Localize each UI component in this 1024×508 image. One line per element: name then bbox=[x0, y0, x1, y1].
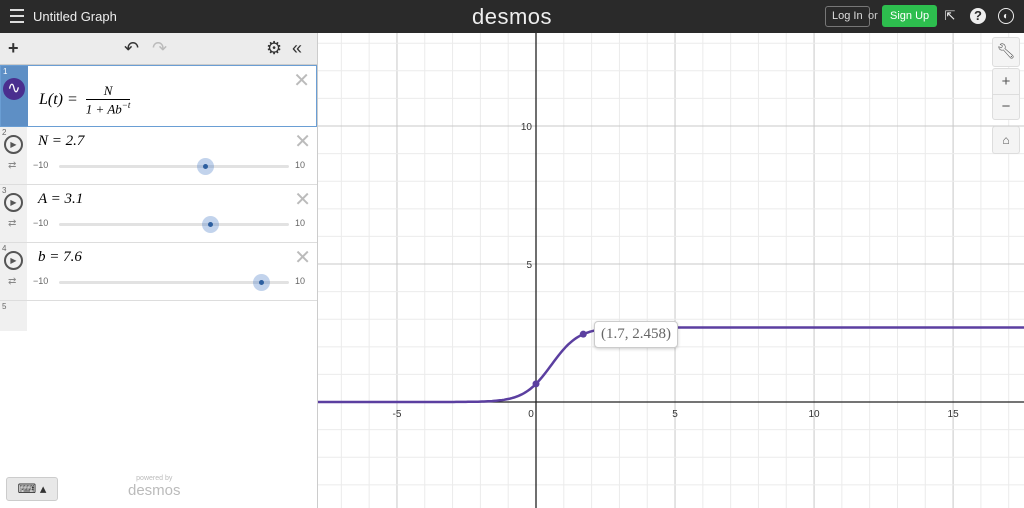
zoom-out-button[interactable]: − bbox=[1001, 98, 1011, 115]
play-icon[interactable]: ▶ bbox=[4, 193, 23, 212]
expression-5[interactable]: 5 bbox=[0, 301, 317, 331]
slider-handle[interactable] bbox=[197, 158, 215, 175]
expression-panel: + ↶ ↷ ⚙ « 1 ∿ L(t) = N 1 + Ab−t ✕ 2 ▶ ⇄ N… bbox=[0, 33, 318, 508]
expression-index: 1 bbox=[3, 67, 8, 76]
powered-by-desmos: powered by desmos bbox=[128, 475, 181, 499]
slider-label[interactable]: b = 7.6 bbox=[38, 249, 82, 265]
expression-gutter: 4 ▶ ⇄ bbox=[0, 243, 27, 300]
slider-min[interactable]: −10 bbox=[33, 276, 49, 286]
slider-handle[interactable] bbox=[201, 216, 219, 233]
globe-icon[interactable]: ◐ bbox=[998, 8, 1014, 24]
lhs: L(t) = bbox=[39, 90, 78, 108]
loop-icon[interactable]: ⇄ bbox=[8, 218, 17, 229]
wrench-icon[interactable]: 🔧︎ bbox=[992, 37, 1020, 67]
home-icon[interactable]: ⌂ bbox=[992, 126, 1020, 154]
signup-button[interactable]: Sign Up bbox=[882, 5, 938, 27]
x-tick-label: 10 bbox=[809, 409, 821, 420]
point-label[interactable]: (1.7, 2.458) bbox=[594, 321, 678, 348]
expression-index: 2 bbox=[2, 128, 7, 137]
expression-1[interactable]: 1 ∿ L(t) = N 1 + Ab−t ✕ bbox=[0, 65, 317, 127]
x-tick-label: 0 bbox=[528, 409, 534, 420]
slider-handle[interactable] bbox=[253, 274, 271, 291]
delete-expression-icon[interactable]: ✕ bbox=[294, 131, 311, 153]
top-bar: Untitled Graph desmos Log In or Sign Up … bbox=[0, 0, 1024, 33]
slider-min[interactable]: −10 bbox=[33, 160, 49, 170]
share-icon[interactable]: ⇱ bbox=[944, 8, 956, 23]
slider-expression-4[interactable]: 4 ▶ ⇄ b = 7.6 ✕ −10 10 bbox=[0, 243, 317, 301]
play-icon[interactable]: ▶ bbox=[4, 251, 23, 270]
or-label: or bbox=[868, 10, 878, 22]
expression-gutter: 3 ▶ ⇄ bbox=[0, 185, 27, 242]
slider-track[interactable] bbox=[59, 274, 289, 291]
slider-expression-3[interactable]: 3 ▶ ⇄ A = 3.1 ✕ −10 10 bbox=[0, 185, 317, 243]
help-icon[interactable]: ? bbox=[970, 8, 986, 24]
delete-expression-icon[interactable]: ✕ bbox=[294, 189, 311, 211]
expression-index: 3 bbox=[2, 186, 7, 195]
slider-min[interactable]: −10 bbox=[33, 218, 49, 228]
expression-latex[interactable]: L(t) = N 1 + Ab−t bbox=[39, 83, 131, 117]
slider-label[interactable]: A = 3.1 bbox=[38, 191, 84, 207]
zoom-controls: + − bbox=[992, 68, 1020, 120]
exponent: −t bbox=[121, 100, 131, 110]
play-icon[interactable]: ▶ bbox=[4, 135, 23, 154]
labeled-point bbox=[579, 330, 587, 338]
x-tick-label: -5 bbox=[393, 409, 402, 420]
slider-expression-2[interactable]: 2 ▶ ⇄ N = 2.7 ✕ −10 10 bbox=[0, 127, 317, 185]
denominator: 1 + Ab bbox=[85, 101, 122, 117]
graph-title[interactable]: Untitled Graph bbox=[33, 9, 117, 24]
x-tick-label: 15 bbox=[948, 409, 960, 420]
keyboard-toggle-button[interactable]: ⌨ ▴ bbox=[6, 477, 58, 501]
delete-expression-icon[interactable]: ✕ bbox=[294, 247, 311, 269]
slider-max[interactable]: 10 bbox=[294, 218, 305, 228]
curve-point bbox=[532, 380, 540, 388]
powered-by-logo: desmos bbox=[128, 482, 181, 499]
powered-by-label: powered by bbox=[136, 475, 173, 482]
delete-expression-icon[interactable]: ✕ bbox=[293, 70, 310, 92]
zoom-in-button[interactable]: + bbox=[993, 69, 1019, 95]
slider-track[interactable] bbox=[59, 158, 289, 175]
x-tick-label: 5 bbox=[672, 409, 678, 420]
slider-max[interactable]: 10 bbox=[294, 160, 305, 170]
desmos-logo: desmos bbox=[472, 4, 553, 29]
numerator: N bbox=[85, 83, 131, 100]
add-expression-button[interactable]: + bbox=[8, 38, 19, 58]
expression-index: 4 bbox=[2, 244, 7, 253]
expression-gutter: 5 bbox=[0, 301, 27, 331]
menu-icon[interactable] bbox=[10, 9, 24, 23]
collapse-panel-button[interactable]: « bbox=[292, 38, 303, 58]
loop-icon[interactable]: ⇄ bbox=[8, 276, 17, 287]
slider-max[interactable]: 10 bbox=[294, 276, 305, 286]
undo-button[interactable]: ↶ bbox=[124, 38, 140, 58]
slider-label[interactable]: N = 2.7 bbox=[38, 133, 85, 149]
redo-button[interactable]: ↷ bbox=[152, 38, 168, 58]
settings-button[interactable]: ⚙ bbox=[266, 38, 283, 58]
expression-toolbar: + ↶ ↷ ⚙ « bbox=[0, 33, 317, 65]
expression-gutter: 1 ∿ bbox=[1, 66, 28, 126]
y-tick-label: 10 bbox=[521, 122, 533, 133]
y-tick-label: 5 bbox=[526, 260, 532, 271]
login-button[interactable]: Log In bbox=[825, 6, 870, 27]
expression-index: 5 bbox=[2, 302, 7, 311]
expression-gutter: 2 ▶ ⇄ bbox=[0, 127, 27, 184]
curve-color-icon[interactable]: ∿ bbox=[3, 78, 25, 100]
graph-canvas[interactable]: -5 0 5 10 15 5 10 bbox=[318, 33, 1024, 508]
slider-track[interactable] bbox=[59, 216, 289, 233]
loop-icon[interactable]: ⇄ bbox=[8, 160, 17, 171]
